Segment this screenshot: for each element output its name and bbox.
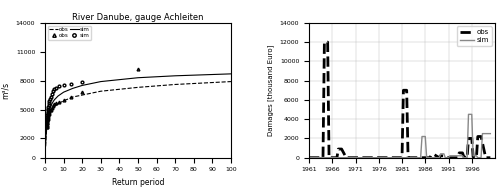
sim <box>424 157 430 159</box>
obs <box>306 157 312 159</box>
sim <box>418 157 424 159</box>
obs <box>404 89 409 91</box>
sim <box>306 157 312 159</box>
sim <box>419 135 425 138</box>
Y-axis label: Damages [thousand Euro]: Damages [thousand Euro] <box>268 45 274 136</box>
Legend: obs, obs, sim, sim: obs, obs, sim, sim <box>48 26 92 40</box>
sim <box>442 157 448 159</box>
sim <box>422 135 428 138</box>
sim <box>446 157 452 159</box>
sim <box>466 113 471 116</box>
obs <box>436 157 442 159</box>
Y-axis label: m³/s: m³/s <box>1 82 10 99</box>
obs <box>324 41 330 43</box>
obs <box>380 157 386 159</box>
obs <box>428 154 434 156</box>
obs <box>475 135 481 138</box>
sim <box>461 157 467 159</box>
sim <box>436 157 442 159</box>
sim <box>475 157 481 159</box>
sim <box>438 153 444 155</box>
obs <box>322 41 328 43</box>
Legend: obs, sim: obs, sim <box>457 26 492 46</box>
sim <box>480 132 486 135</box>
sim <box>474 155 480 157</box>
sim <box>469 113 475 116</box>
Title: River Danube, gauge Achleiten: River Danube, gauge Achleiten <box>72 13 204 22</box>
Line: obs: obs <box>309 42 490 158</box>
sim <box>478 157 484 159</box>
sim <box>470 155 476 157</box>
sim <box>488 132 494 135</box>
sim <box>460 155 466 157</box>
sim <box>464 157 470 159</box>
X-axis label: Return period: Return period <box>112 178 164 187</box>
obs <box>488 157 494 159</box>
sim <box>441 153 447 155</box>
sim <box>447 155 453 157</box>
Line: sim: sim <box>309 114 490 158</box>
